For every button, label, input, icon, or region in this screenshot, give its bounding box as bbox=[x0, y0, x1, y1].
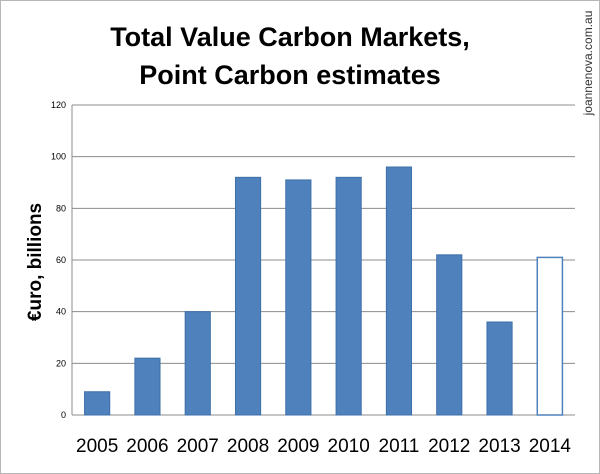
chart-title-line-2: Point Carbon estimates bbox=[139, 60, 441, 90]
bar-2013 bbox=[486, 321, 513, 416]
chart-title-line-1: Total Value Carbon Markets, bbox=[110, 22, 470, 52]
y-tick-labels: 0 20 40 60 80 100 120 bbox=[51, 100, 66, 420]
y-tick-label-20: 20 bbox=[56, 358, 66, 368]
bar-2007 bbox=[184, 311, 211, 416]
watermark-text: joannenova.com.au bbox=[581, 11, 595, 117]
y-tick-label-120: 120 bbox=[51, 100, 66, 110]
bar-2011 bbox=[385, 166, 413, 416]
x-tick-label-2009: 2009 bbox=[277, 436, 319, 457]
bar-2008 bbox=[234, 176, 262, 416]
bar-2010 bbox=[335, 176, 362, 416]
x-tick-labels: 2005 2006 2007 2008 2009 2010 2011 2012 2013 2014 bbox=[76, 436, 571, 457]
y-tick-label-40: 40 bbox=[56, 307, 66, 317]
y-tick-label-80: 80 bbox=[56, 203, 66, 213]
bar-2005 bbox=[84, 391, 111, 416]
x-tick-label-2007: 2007 bbox=[177, 436, 219, 457]
x-tick-label-2010: 2010 bbox=[328, 436, 370, 457]
bar-2006 bbox=[134, 357, 161, 416]
bars bbox=[84, 166, 564, 416]
x-tick-label-2006: 2006 bbox=[126, 436, 168, 457]
x-tick-label-2011: 2011 bbox=[379, 436, 420, 457]
bar-2014 bbox=[536, 256, 564, 416]
y-tick-label-60: 60 bbox=[56, 255, 66, 265]
y-axis-label: €uro, billions bbox=[25, 203, 46, 321]
x-tick-label-2012: 2012 bbox=[428, 436, 470, 457]
y-tick-label-100: 100 bbox=[51, 152, 66, 162]
bar-2009 bbox=[285, 179, 312, 416]
bar-2012 bbox=[436, 254, 463, 416]
y-tick-label-0: 0 bbox=[61, 410, 66, 420]
x-tick-label-2005: 2005 bbox=[76, 436, 118, 457]
x-tick-label-2014: 2014 bbox=[529, 436, 572, 457]
x-tick-label-2008: 2008 bbox=[227, 436, 269, 457]
x-tick-label-2013: 2013 bbox=[478, 436, 520, 457]
